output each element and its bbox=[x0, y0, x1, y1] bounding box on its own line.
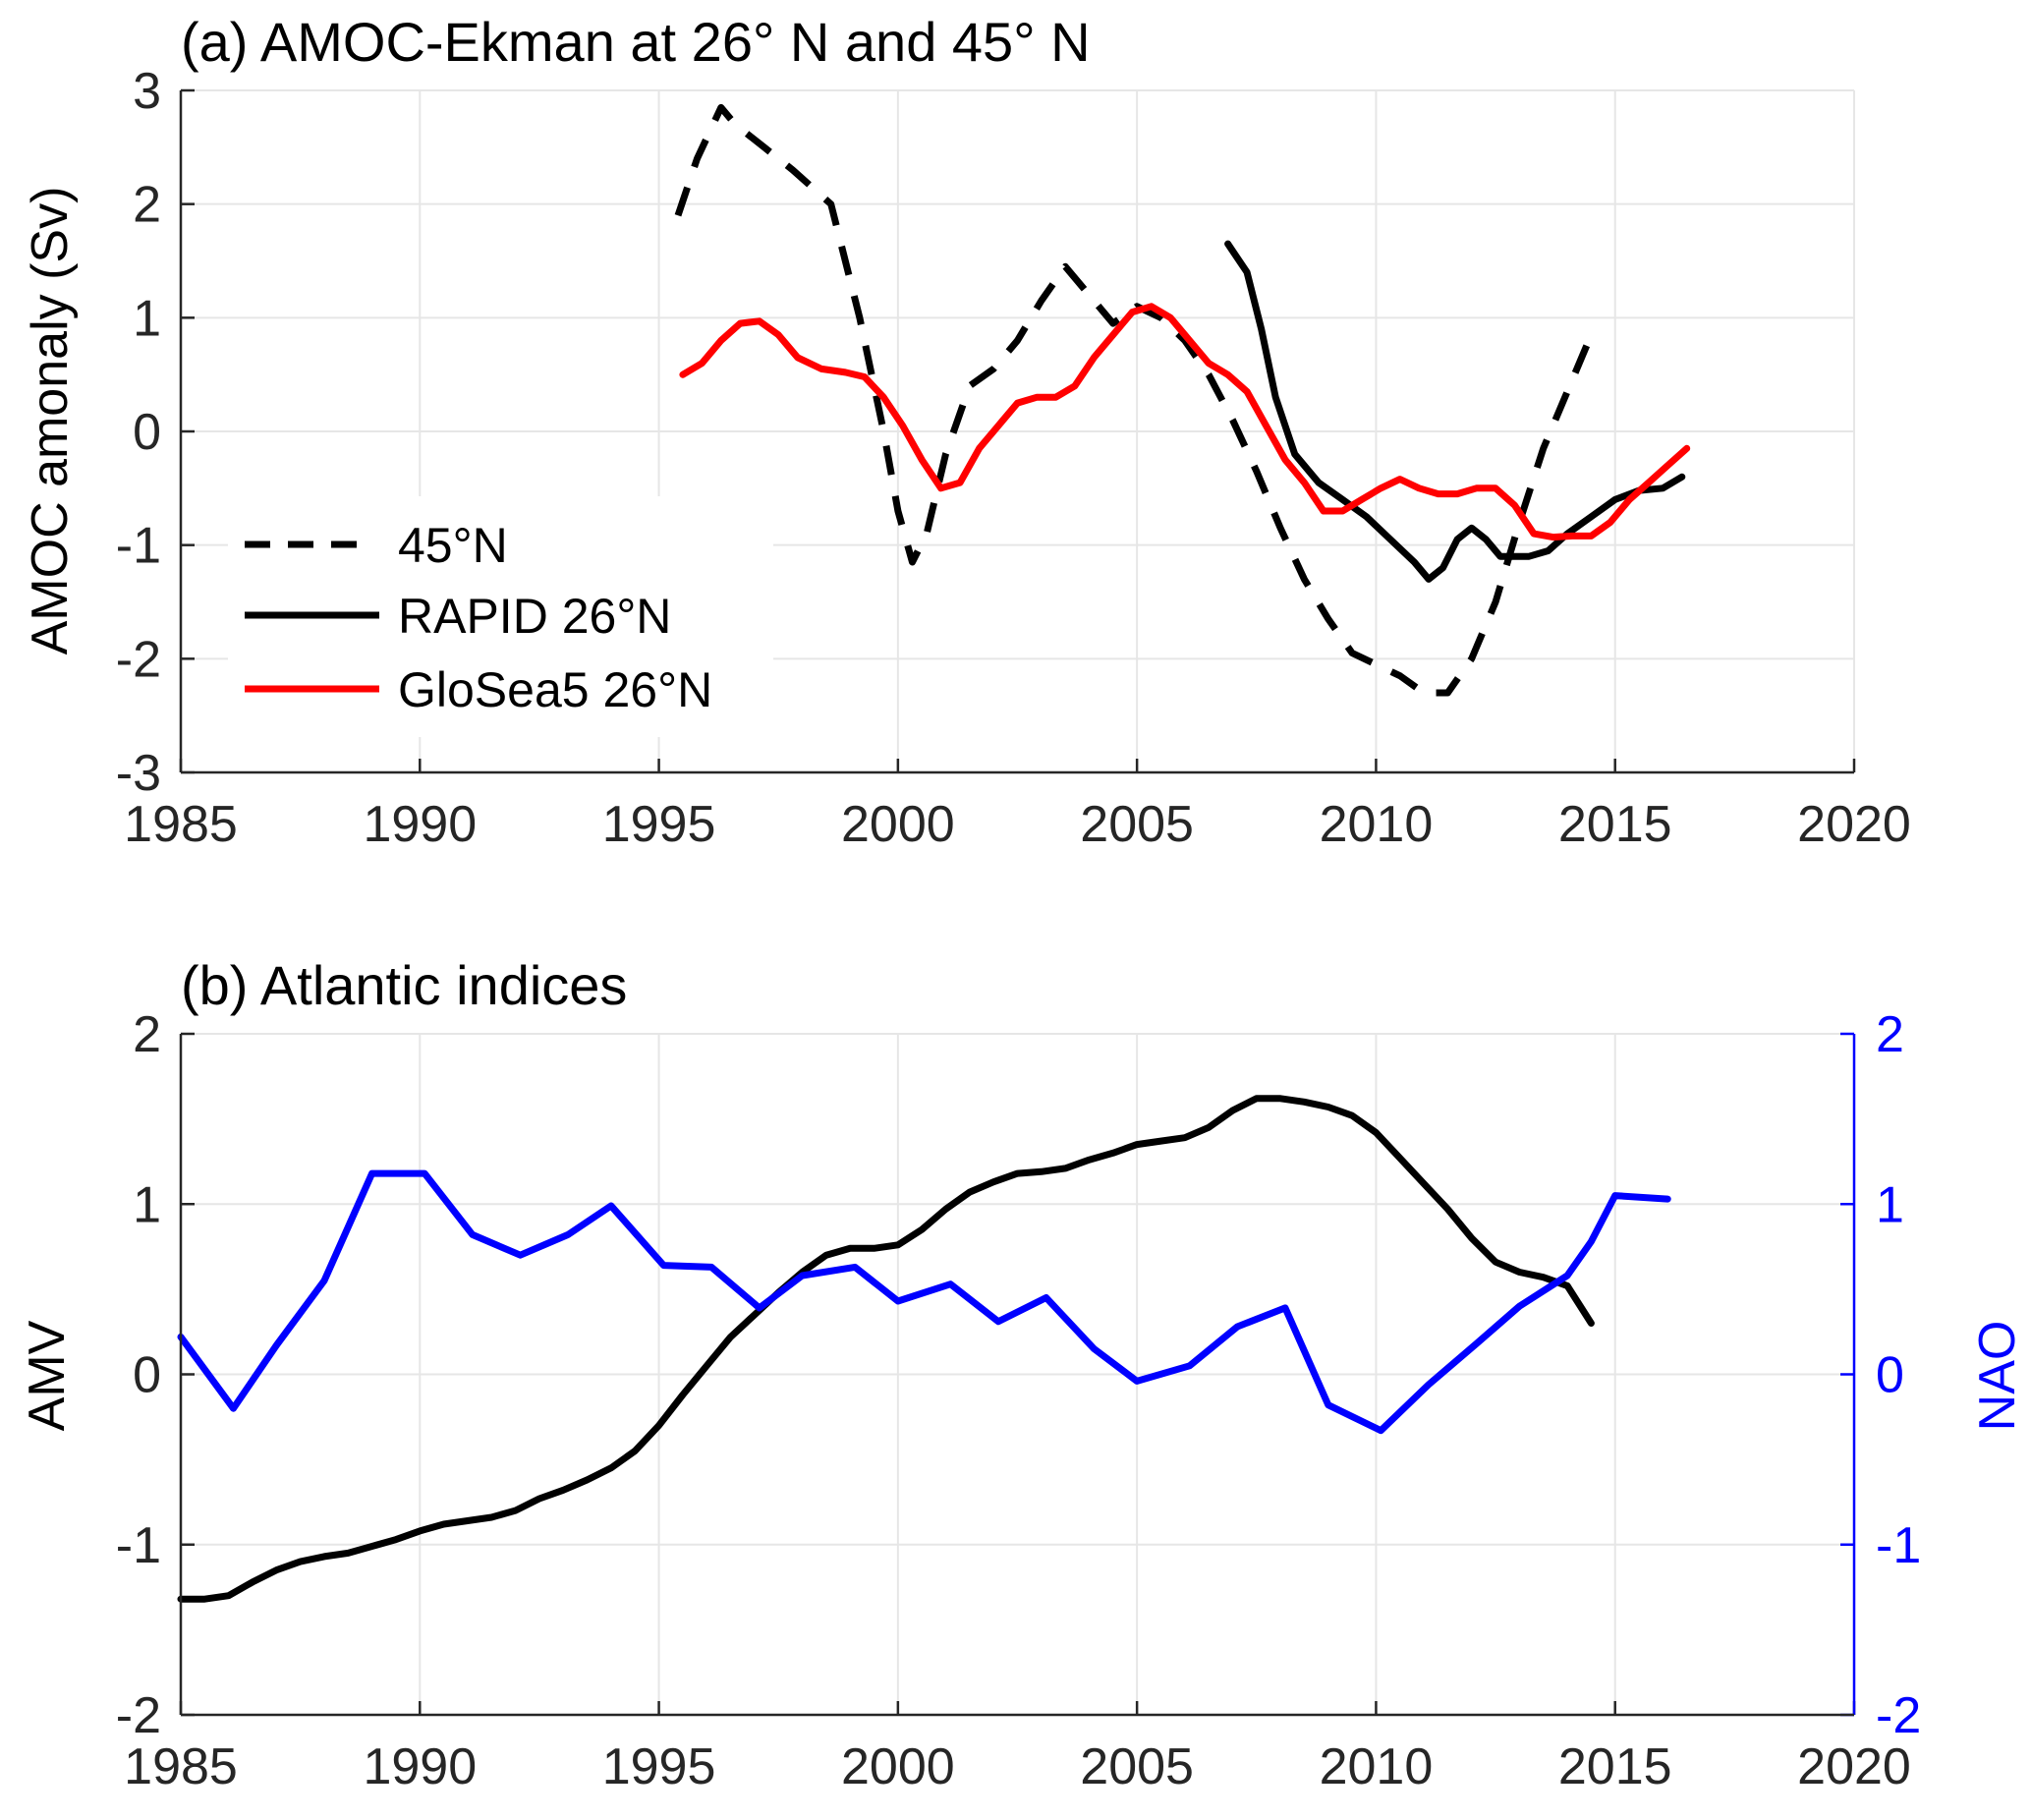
y-tick-label: 1 bbox=[133, 1176, 161, 1233]
y-tick-label: -1 bbox=[116, 518, 161, 575]
y-tick-label: 2 bbox=[133, 177, 161, 234]
y-tick-label: 2 bbox=[133, 1006, 161, 1063]
x-tick-label: 1985 bbox=[124, 1738, 238, 1795]
series-line-a-2 bbox=[679, 303, 1691, 541]
y-tick-label: -1 bbox=[116, 1517, 161, 1574]
y-tick-label: 0 bbox=[133, 1347, 161, 1404]
x-tick-label: 2010 bbox=[1320, 796, 1434, 853]
x-tick-label: 2000 bbox=[841, 796, 955, 853]
x-tick-label: 2020 bbox=[1797, 796, 1911, 853]
legend-label-rapid: RAPID 26°N bbox=[398, 589, 671, 644]
panel-b-series bbox=[177, 1095, 1671, 1603]
series-line-a-0 bbox=[674, 103, 1595, 697]
panel-b-title: (b) Atlantic indices bbox=[181, 954, 627, 1016]
x-tick-label: 2015 bbox=[1558, 796, 1672, 853]
panel-a-y-axis-label: AMOC amonaly (Sv) bbox=[22, 187, 79, 655]
y2-tick-label: 2 bbox=[1876, 1006, 1904, 1063]
y-tick-label: -2 bbox=[116, 631, 161, 688]
legend-label-glosea5: GloSea5 26°N bbox=[398, 662, 712, 717]
x-tick-label: 1995 bbox=[602, 1738, 716, 1795]
x-tick-label: 2020 bbox=[1797, 1738, 1911, 1795]
panel-b: (b) Atlantic indices AMV NAO 1985 1990 199… bbox=[19, 954, 2026, 1795]
panel-a-axes: 1985 1990 1995 2000 2005 2010 2015 2020 3 2 1 0 -1 -2… bbox=[116, 63, 1911, 853]
y-tick-label: -3 bbox=[116, 745, 161, 802]
panel-a: (a) AMOC-Ekman at 26° N and 45° N AMOC a… bbox=[22, 11, 1911, 853]
x-tick-label: 2005 bbox=[1080, 796, 1194, 853]
panel-b-y2-axis-label: NAO bbox=[1969, 1321, 2026, 1432]
x-tick-label: 2000 bbox=[841, 1738, 955, 1795]
y-tick-label: 0 bbox=[133, 404, 161, 461]
y2-tick-label: 0 bbox=[1876, 1347, 1904, 1404]
x-tick-label: 1995 bbox=[602, 796, 716, 853]
x-tick-label: 2005 bbox=[1080, 1738, 1194, 1795]
series-line-b-0 bbox=[177, 1095, 1595, 1603]
y-tick-label: 1 bbox=[133, 290, 161, 347]
x-tick-label: 2010 bbox=[1320, 1738, 1434, 1795]
y2-tick-label: -2 bbox=[1876, 1687, 1921, 1744]
x-tick-label: 1990 bbox=[363, 1738, 477, 1795]
series-line-b-1 bbox=[177, 1169, 1671, 1435]
legend-label-45n: 45°N bbox=[398, 518, 508, 573]
y-tick-label: -2 bbox=[116, 1687, 161, 1744]
y2-tick-label: 1 bbox=[1876, 1176, 1904, 1233]
panel-a-series bbox=[674, 103, 1691, 697]
panel-b-grid bbox=[180, 1033, 1855, 1716]
series-line-a-1 bbox=[1224, 240, 1686, 583]
x-tick-label: 1990 bbox=[363, 796, 477, 853]
panel-b-y-axis-label: AMV bbox=[19, 1320, 76, 1431]
y-tick-label: 3 bbox=[133, 63, 161, 120]
x-tick-label: 1985 bbox=[124, 796, 238, 853]
x-tick-label: 2015 bbox=[1558, 1738, 1672, 1795]
panel-b-axes: 1985 1990 1995 2000 2005 2010 2015 2020 2 1 0 -1 -2 2… bbox=[116, 1006, 1922, 1795]
y2-tick-label: -1 bbox=[1876, 1517, 1921, 1574]
panel-a-title: (a) AMOC-Ekman at 26° N and 45° N bbox=[181, 11, 1091, 73]
